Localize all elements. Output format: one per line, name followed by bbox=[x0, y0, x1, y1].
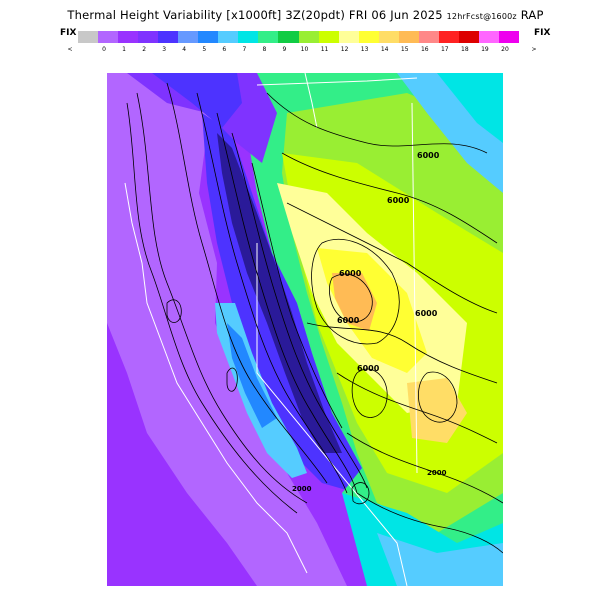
scale-swatch bbox=[458, 31, 479, 43]
contour-label-group: 6000 6000 6000 6000 6000 6000 2000 2000 bbox=[292, 151, 447, 493]
contour-lines bbox=[126, 82, 503, 554]
range-crest-fill bbox=[217, 133, 342, 453]
scale-tick-label: 0 bbox=[102, 46, 106, 53]
scale-swatch bbox=[378, 31, 399, 43]
color-scale-bar bbox=[78, 31, 520, 43]
contour-label: 6000 bbox=[357, 364, 380, 373]
title-main: Thermal Height Variability bbox=[67, 8, 223, 22]
contour-label: 6000 bbox=[415, 309, 438, 318]
scale-swatch bbox=[338, 31, 359, 43]
scale-tick-label: 8 bbox=[262, 46, 267, 53]
contour-label: 2000 bbox=[292, 485, 312, 493]
scale-swatch bbox=[358, 31, 379, 43]
scale-tick-label: 20 bbox=[501, 46, 509, 53]
scale-tick-label: 15 bbox=[400, 46, 409, 53]
coastline bbox=[124, 182, 308, 574]
scale-swatch bbox=[178, 31, 199, 43]
scale-tick-label: 7 bbox=[242, 46, 247, 53]
title-model: RAP bbox=[520, 8, 544, 22]
scale-tick-label: 13 bbox=[360, 46, 369, 53]
scale-tick-label: 10 bbox=[300, 46, 309, 53]
scale-tick-label: 1 bbox=[122, 46, 126, 53]
contour-label: 6000 bbox=[337, 316, 360, 325]
scale-tick-label: < bbox=[67, 46, 73, 53]
north-indigo-fill bbox=[152, 73, 242, 128]
map-panel: 6000 6000 6000 6000 6000 6000 2000 2000 bbox=[107, 73, 503, 586]
contour-label: 6000 bbox=[387, 196, 410, 205]
state-border-ca-nv bbox=[256, 243, 408, 586]
title-time: 3Z(20pdt) FRI 06 Jun 2025 bbox=[285, 8, 443, 22]
thermal-height-map: 6000 6000 6000 6000 6000 6000 2000 2000 bbox=[107, 73, 503, 586]
contour-label: 6000 bbox=[339, 269, 362, 278]
chart-title: Thermal Height Variability [x1000ft] 3Z(… bbox=[0, 8, 611, 22]
scale-swatch bbox=[198, 31, 219, 43]
coastal-band-fill bbox=[107, 73, 347, 586]
contour-label: 2000 bbox=[427, 469, 447, 477]
scale-swatch bbox=[438, 31, 459, 43]
scale-swatch bbox=[78, 31, 99, 43]
northeast-teal-fill bbox=[437, 73, 503, 143]
scale-swatch bbox=[318, 31, 339, 43]
scale-swatch bbox=[278, 31, 299, 43]
scale-tick-label: 5 bbox=[202, 46, 207, 53]
scale-tick-label: 16 bbox=[420, 46, 429, 53]
scale-tick-label: 17 bbox=[440, 46, 449, 53]
peak-orange-fill bbox=[332, 273, 377, 331]
scale-tick-label: 14 bbox=[380, 46, 389, 53]
scale-tick-label: 18 bbox=[461, 46, 469, 53]
state-border-north bbox=[256, 77, 418, 86]
scale-tick-label: 9 bbox=[282, 46, 287, 53]
title-units: [x1000ft] bbox=[226, 8, 282, 22]
scale-swatch bbox=[478, 31, 499, 43]
scale-swatch bbox=[498, 31, 520, 43]
contour-label: 6000 bbox=[417, 151, 440, 160]
scale-swatch bbox=[158, 31, 179, 43]
scale-swatch bbox=[118, 31, 139, 43]
state-border-east bbox=[411, 102, 418, 474]
scale-swatch bbox=[138, 31, 159, 43]
southeast-orange-fill bbox=[407, 378, 467, 443]
fix-label-left: FIX bbox=[60, 28, 77, 38]
scale-tick-label: 19 bbox=[481, 46, 489, 53]
south-lightblue-fill bbox=[377, 533, 503, 586]
scale-swatch bbox=[258, 31, 279, 43]
scale-tick-label: 3 bbox=[162, 46, 167, 53]
fix-label-right: FIX bbox=[534, 28, 551, 38]
title-forecast: 12hrFcst@1600z bbox=[446, 12, 517, 21]
scale-tick-label: 6 bbox=[222, 46, 227, 53]
color-scale-ticks: <0 1 2 3 4 5 6 7 8 9 10 11 12 13 14 15 16 17 18 19 20 > bbox=[67, 46, 540, 56]
scale-tick-label: 4 bbox=[182, 46, 187, 53]
scale-swatch bbox=[298, 31, 319, 43]
scale-swatch bbox=[98, 31, 119, 43]
scale-tick-label: > bbox=[531, 46, 537, 53]
scale-swatch bbox=[418, 31, 439, 43]
scale-swatch bbox=[398, 31, 419, 43]
scale-tick-label: 2 bbox=[142, 46, 147, 53]
north-coast-fill bbox=[107, 73, 177, 313]
scale-swatch bbox=[218, 31, 239, 43]
scale-swatch bbox=[238, 31, 259, 43]
scale-tick-label: 12 bbox=[340, 46, 349, 53]
scale-tick-label: 11 bbox=[320, 46, 329, 53]
